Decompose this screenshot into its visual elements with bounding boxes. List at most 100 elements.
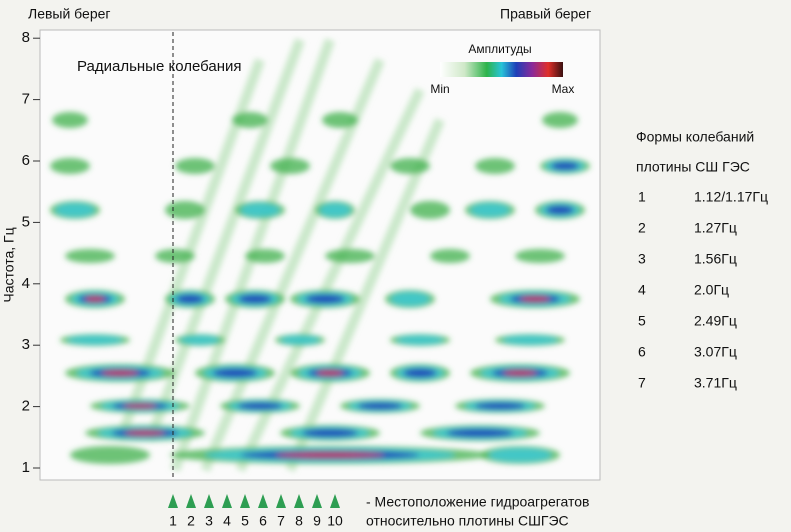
heat-blob (68, 336, 123, 345)
heat-blob (50, 158, 90, 174)
unit-marker (276, 494, 286, 508)
mode-frequency: 2.49Гц (694, 313, 737, 329)
heat-blob (403, 369, 437, 378)
heat-blob (101, 371, 138, 376)
unit-label: 7 (277, 513, 285, 529)
heat-blob (503, 336, 558, 345)
heat-blob (305, 295, 344, 304)
heat-blob (175, 158, 215, 174)
y-tick-label: 4 (22, 275, 30, 292)
unit-label: 4 (223, 513, 231, 529)
heat-blob (325, 249, 375, 263)
unit-marker (168, 494, 178, 508)
heat-blob (546, 206, 574, 215)
unit-label: 2 (187, 513, 195, 529)
heat-blob (446, 429, 513, 437)
heat-blob (238, 403, 283, 410)
right-bank: Правый берег (500, 6, 591, 22)
heat-blob (319, 203, 350, 217)
unit-marker (258, 494, 268, 508)
unit-label: 8 (295, 513, 303, 529)
mode-number: 7 (638, 375, 646, 391)
mode-frequency: 3.07Гц (694, 344, 737, 360)
heat-blob (241, 203, 280, 217)
mode-frequency: 1.56Гц (694, 251, 737, 267)
heat-blob (551, 162, 579, 170)
heat-blob (70, 446, 150, 464)
heat-blob (125, 431, 166, 435)
mode-number: 5 (638, 313, 646, 329)
heat-blob (302, 429, 358, 437)
unit-marker (330, 494, 340, 508)
y-tick-label: 2 (22, 398, 30, 415)
heat-blob (397, 336, 444, 345)
modes-title: Формы колебаний (636, 129, 754, 145)
colorbar-min: Min (430, 82, 449, 96)
heat-blob (238, 295, 272, 304)
heat-blob (281, 336, 320, 345)
modes-title: плотины СШ ГЭС (636, 159, 750, 175)
caption: - Местоположение гидроагрегатов (366, 494, 589, 510)
heat-blob (520, 297, 551, 302)
heat-blob (276, 453, 385, 458)
heat-blob (489, 448, 551, 462)
mode-number: 1 (638, 189, 646, 205)
heat-blob (213, 369, 258, 378)
heat-blob (52, 112, 88, 128)
heat-blob (56, 203, 95, 217)
page: Левый берег Правый берег Радиальные коле… (0, 0, 791, 532)
figure: Левый берег Правый берег Радиальные коле… (0, 0, 791, 532)
heat-blob (430, 249, 470, 263)
unit-label: 3 (205, 513, 213, 529)
heat-blob (65, 249, 115, 263)
mode-frequency: 1.27Гц (694, 220, 737, 236)
heat-blob (471, 203, 510, 217)
mode-number: 6 (638, 344, 646, 360)
y-tick-label: 6 (22, 152, 30, 169)
heat-blob (475, 158, 515, 174)
heat-blob (176, 295, 204, 304)
heat-blob (316, 371, 343, 376)
y-tick-label: 7 (22, 91, 30, 108)
mode-frequency: 1.12/1.17Гц (694, 189, 768, 205)
y-tick-label: 3 (22, 336, 30, 353)
unit-marker (240, 494, 250, 508)
heat-blob (322, 112, 358, 128)
mode-number: 3 (638, 251, 646, 267)
left-bank: Левый берег (28, 6, 111, 22)
annotation: Радиальные колебания (77, 58, 242, 75)
unit-label: 9 (313, 513, 321, 529)
y-tick-label: 1 (22, 459, 30, 476)
heat-blob (503, 371, 537, 376)
heat-blob (270, 158, 310, 174)
y-tick-label: 8 (22, 29, 30, 46)
colorbar-max: Max (552, 82, 575, 96)
heat-blob (410, 201, 450, 219)
heat-blob (85, 297, 105, 302)
heat-blob (155, 249, 195, 263)
colorbar (440, 62, 563, 77)
mode-frequency: 3.71Гц (694, 375, 737, 391)
unit-marker (222, 494, 232, 508)
heat-blob (391, 292, 430, 306)
heat-blob (123, 404, 157, 408)
y-axis-label: Частота, Гц (1, 227, 17, 302)
unit-label: 6 (259, 513, 267, 529)
heat-blob (245, 249, 285, 263)
unit-marker (294, 494, 304, 508)
heat-blob (232, 112, 268, 128)
unit-marker (204, 494, 214, 508)
mode-frequency: 2.0Гц (694, 282, 729, 298)
heat-blob (390, 158, 430, 174)
heat-blob (542, 112, 578, 128)
unit-label: 10 (327, 513, 343, 529)
unit-marker (312, 494, 322, 508)
y-tick-label: 5 (22, 213, 30, 230)
heat-blob (515, 249, 565, 263)
heat-blob (475, 403, 525, 410)
caption: относительно плотины СШГЭС (366, 513, 569, 529)
unit-label: 1 (169, 513, 177, 529)
colorbar-title: Амплитуды (468, 42, 531, 56)
mode-number: 4 (638, 282, 646, 298)
heat-blob (358, 403, 403, 410)
